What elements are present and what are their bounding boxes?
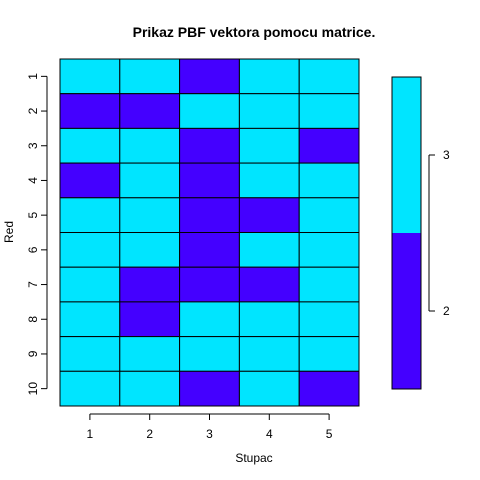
legend-frame — [391, 76, 422, 390]
heatmap-cell — [119, 336, 181, 372]
y-tick-label: 3 — [26, 142, 40, 149]
heatmap-cell — [179, 162, 240, 199]
heatmap-cell — [179, 336, 240, 372]
chart-title: Prikaz PBF vektora pomocu matrice. — [133, 24, 376, 40]
heatmap-cell — [238, 336, 300, 372]
heatmap-cell — [59, 370, 121, 407]
legend-swatch — [392, 233, 421, 389]
heatmap-cell — [238, 301, 300, 338]
y-tick-label: 5 — [26, 211, 40, 218]
heatmap-cell — [179, 301, 240, 338]
y-tick-label: 6 — [26, 246, 40, 253]
heatmap-cell — [119, 93, 181, 129]
heatmap-cell — [119, 58, 181, 95]
heatmap-cell — [59, 93, 121, 129]
heatmap-cell — [298, 232, 360, 268]
heatmap-cell — [119, 197, 181, 234]
y-tick-label: 4 — [26, 177, 40, 184]
heatmap-cell — [238, 266, 300, 303]
heatmap-cell — [59, 162, 121, 199]
heatmap-cell — [179, 127, 240, 164]
heatmap-cell — [238, 370, 300, 407]
x-axis: 1 2 3 4 5 — [87, 413, 333, 441]
heatmap-cell — [298, 301, 360, 338]
heatmap-cell — [119, 162, 181, 199]
heatmap-cell — [298, 127, 360, 164]
x-tick-label: 1 — [87, 427, 94, 441]
heatmap-cell — [298, 162, 360, 199]
heatmap-cell — [119, 370, 181, 407]
legend-swatch — [392, 77, 421, 233]
heatmap-cell — [238, 93, 300, 129]
heatmap-cell — [298, 197, 360, 234]
heatmap-cells — [59, 58, 360, 407]
heatmap-cell — [238, 162, 300, 199]
heatmap-cell — [179, 370, 240, 407]
heatmap-cell — [59, 301, 121, 338]
heatmap-cell — [179, 266, 240, 303]
heatmap-cell — [59, 336, 121, 372]
x-tick-label: 3 — [206, 427, 213, 441]
heatmap-cell — [119, 127, 181, 164]
y-tick-label: 8 — [26, 316, 40, 323]
heatmap-cell — [59, 266, 121, 303]
y-tick-label: 10 — [26, 382, 40, 396]
heatmap-cell — [179, 58, 240, 95]
heatmap-cell — [59, 197, 121, 234]
y-tick-label: 1 — [26, 73, 40, 80]
x-tick-label: 2 — [146, 427, 153, 441]
x-axis-label: Stupac — [235, 451, 272, 465]
heatmap-cell — [59, 58, 121, 95]
x-tick-label: 5 — [326, 427, 333, 441]
legend-tick-label: 2 — [443, 304, 450, 318]
heatmap-cell — [298, 93, 360, 129]
y-tick-label: 2 — [26, 107, 40, 114]
y-tick-label: 9 — [26, 350, 40, 357]
heatmap-cell — [298, 370, 360, 407]
legend-tick-label: 3 — [443, 148, 450, 162]
y-tick-label: 7 — [26, 281, 40, 288]
color-legend: 32 — [391, 76, 450, 390]
heatmap-cell — [59, 127, 121, 164]
heatmap-cell — [119, 232, 181, 268]
heatmap-cell — [59, 232, 121, 268]
y-axis-label: Red — [2, 221, 16, 243]
x-tick-label: 4 — [266, 427, 273, 441]
heatmap-cell — [238, 58, 300, 95]
heatmap-cell — [298, 336, 360, 372]
plot-frame — [59, 58, 360, 407]
heatmap-cell — [238, 232, 300, 268]
heatmap-cell — [119, 301, 181, 338]
heatmap-cell — [119, 266, 181, 303]
heatmap-cell — [238, 127, 300, 164]
heatmap-cell — [298, 266, 360, 303]
heatmap-cell — [179, 197, 240, 234]
heatmap-cell — [238, 197, 300, 234]
heatmap-cell — [298, 58, 360, 95]
heatmap-cell — [179, 232, 240, 268]
y-axis: 1 2 3 4 5 6 7 8 9 10 — [26, 73, 48, 396]
heatmap-cell — [179, 93, 240, 129]
